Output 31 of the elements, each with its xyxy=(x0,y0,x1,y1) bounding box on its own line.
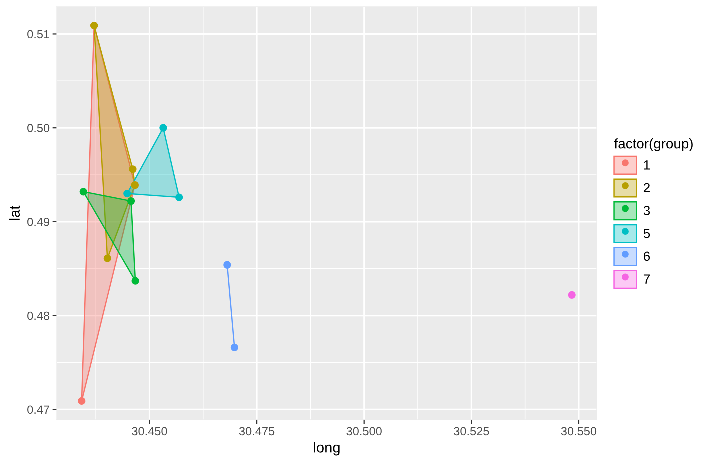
legend-label: 3 xyxy=(644,206,650,216)
x-tick-label: 30.475 xyxy=(239,427,275,436)
legend-label: 6 xyxy=(644,252,650,262)
point xyxy=(132,277,140,285)
x-tick-label: 30.550 xyxy=(561,427,597,436)
y-axis-title: lat xyxy=(9,206,20,220)
point xyxy=(160,124,168,132)
point xyxy=(129,166,137,174)
x-axis-title: long xyxy=(314,442,340,456)
legend-label: 5 xyxy=(644,229,650,238)
point xyxy=(127,197,136,206)
x-tick-label: 30.500 xyxy=(346,427,382,436)
legend-label: 2 xyxy=(644,183,650,193)
point xyxy=(176,194,184,202)
y-tick-label: 0.47 xyxy=(28,406,50,414)
point xyxy=(80,188,88,196)
y-tick-label: 0.51 xyxy=(28,30,50,39)
point xyxy=(230,344,239,352)
x-tick-label: 30.525 xyxy=(454,427,490,436)
point xyxy=(224,261,232,269)
point xyxy=(104,254,112,262)
legend-title: factor(group) xyxy=(614,138,693,152)
y-tick-label: 0.50 xyxy=(28,124,50,132)
point xyxy=(78,397,86,406)
y-tick-label: 0.49 xyxy=(28,218,50,226)
point xyxy=(568,291,576,299)
point xyxy=(124,190,132,198)
y-tick-label: 0.48 xyxy=(28,312,50,320)
legend-label: 7 xyxy=(644,274,650,284)
legend-label: 1 xyxy=(644,160,650,170)
x-tick-label: 30.450 xyxy=(132,427,168,436)
